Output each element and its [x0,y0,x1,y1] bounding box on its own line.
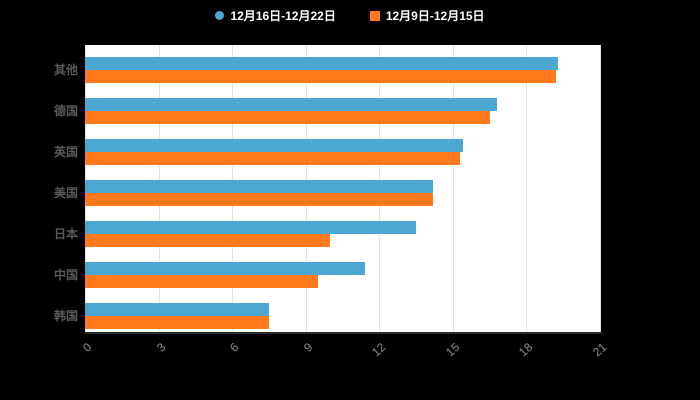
bar-blue [85,221,417,234]
x-tick-label: 0 [80,340,95,355]
category-label: 中国 [53,268,78,282]
x-tick-label: 6 [227,340,242,355]
category-label: 韩国 [53,309,78,323]
bar-orange [85,193,434,206]
x-tick-label: 3 [153,340,168,355]
legend-label-week2: 12月16日-12月22日 [230,9,336,23]
bar-orange [85,316,269,329]
x-tick-label: 15 [442,340,463,360]
bar-blue [85,98,497,111]
legend-item-week2[interactable]: 12月16日-12月22日 [215,7,336,24]
legend-label-week1: 12月9日-12月15日 [385,9,485,23]
gridline [526,45,528,332]
x-tick-label: 9 [300,340,316,355]
category-label: 日本 [53,227,78,241]
bar-blue [85,180,434,193]
category-label: 其他 [53,63,78,77]
x-tick-label: 18 [516,340,536,360]
chart-legend: 12月16日-12月22日 12月9日-12月15日 [0,7,700,24]
legend-marker-circle-icon [215,11,225,20]
bar-blue [85,262,365,275]
bar-blue [85,139,463,152]
category-label: 德国 [53,104,78,118]
bar-blue [85,57,559,70]
x-tick-label: 12 [369,340,389,360]
plot-area [85,45,601,332]
bar-orange [85,70,556,83]
bar-orange [85,234,331,247]
x-axis-line [85,332,602,334]
legend-item-week1[interactable]: 12月9日-12月15日 [369,7,485,24]
gridline [452,45,454,332]
bar-blue [85,303,269,316]
bar-orange [85,275,318,288]
x-tick-label: 21 [590,340,610,360]
bar-orange [85,111,490,124]
bar-orange [85,152,461,165]
category-label: 美国 [53,186,78,200]
legend-marker-square-icon [369,10,380,21]
gridline [600,45,601,332]
category-label: 英国 [53,145,78,159]
